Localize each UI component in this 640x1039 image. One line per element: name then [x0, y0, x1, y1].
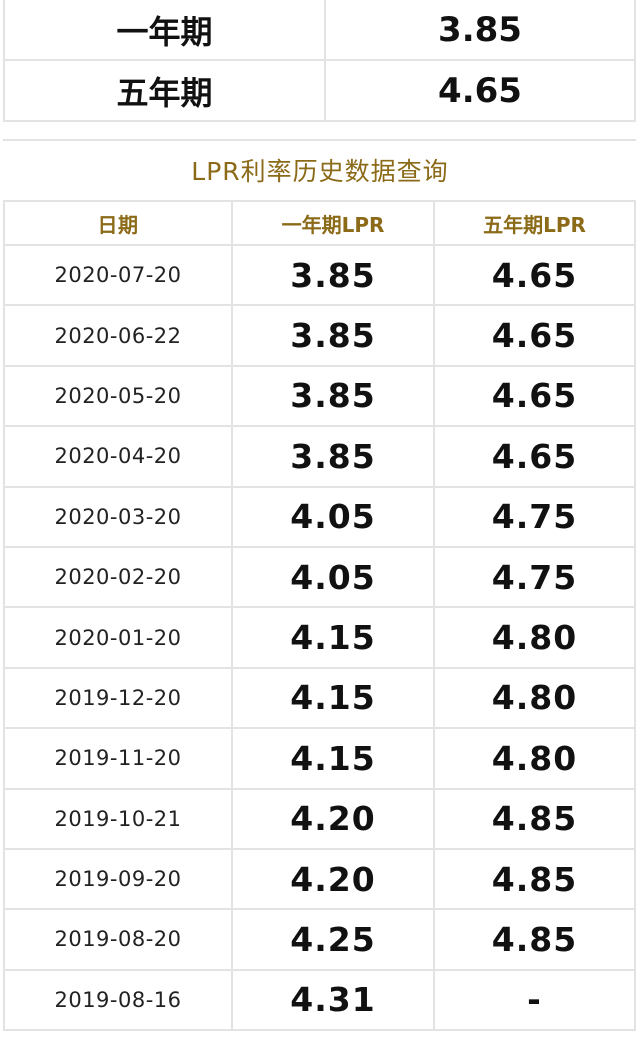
history-body: 2020-07-20 3.85 4.65 2020-06-22 3.85 4.65 2020… [3, 243, 636, 1032]
five-year-rate-cell: 4.65 [433, 425, 636, 488]
history-table: 日期 一年期LPR 五年期LPR 2020-07-20 3.85 4.65 2020-… [3, 200, 636, 1032]
five-year-rate-cell: 4.85 [433, 787, 636, 850]
five-year-rate-cell: 4.85 [433, 908, 636, 971]
one-year-rate-cell: 3.85 [231, 425, 435, 488]
five-year-rate-cell: 4.75 [433, 485, 636, 548]
table-row: 2020-02-20 4.05 4.75 [3, 545, 636, 609]
column-header-date: 日期 [3, 200, 233, 246]
one-year-rate-cell: 4.05 [231, 485, 435, 548]
five-year-rate-cell: 4.75 [433, 545, 636, 609]
one-year-rate-cell: 4.31 [231, 968, 435, 1032]
one-year-rate-cell: 4.25 [231, 908, 435, 971]
date-cell: 2020-04-20 [3, 425, 233, 488]
table-row: 2019-08-16 4.31- [3, 968, 636, 1032]
column-header-one-year: 一年期LPR [231, 200, 435, 246]
five-year-rate-cell: 4.65 [433, 364, 636, 428]
table-row: 2019-08-20 4.25 4.85 [3, 908, 636, 971]
table-row: 2019-10-21 4.20 4.85 [3, 787, 636, 850]
one-year-rate-cell: 3.85 [231, 243, 435, 307]
five-year-rate-cell: 4.85 [433, 847, 636, 911]
table-row: 2020-05-20 3.85 4.65 [3, 364, 636, 428]
one-year-rate-cell: 4.20 [231, 787, 435, 850]
history-title: LPR利率历史数据查询 [191, 157, 449, 186]
date-cell: 2020-03-20 [3, 485, 233, 548]
table-row: 2019-11-20 4.15 4.80 [3, 727, 636, 790]
rate-value: 4.65 [324, 59, 636, 122]
table-row: 五年期 4.65 [3, 59, 636, 122]
date-cell: 2019-08-20 [3, 908, 233, 971]
five-year-rate-cell: 4.65 [433, 304, 636, 367]
date-cell: 2020-01-20 [3, 606, 233, 669]
table-row: 2019-12-20 4.15 4.80 [3, 666, 636, 730]
one-year-rate-cell: 4.15 [231, 666, 435, 730]
current-rates-table: 一年期 3.85 五年期 4.65 [3, 0, 636, 122]
table-row: 2020-03-20 4.05 4.75 [3, 485, 636, 548]
one-year-rate-cell: 4.15 [231, 606, 435, 669]
five-year-rate-cell: 4.65 [433, 243, 636, 307]
table-row: 2019-09-20 4.20 4.85 [3, 847, 636, 911]
one-year-rate-cell: 4.15 [231, 727, 435, 790]
table-row: 2020-07-20 3.85 4.65 [3, 243, 636, 307]
term-label: 五年期 [3, 59, 326, 122]
date-cell: 2019-08-16 [3, 968, 233, 1032]
table-row: 一年期 3.85 [3, 0, 636, 61]
one-year-rate-cell: 4.05 [231, 545, 435, 609]
one-year-rate-cell: 3.85 [231, 364, 435, 428]
column-header-five-year: 五年期LPR [433, 200, 636, 246]
date-cell: 2019-11-20 [3, 727, 233, 790]
section-divider [3, 139, 636, 141]
five-year-rate-cell: - [433, 968, 636, 1032]
one-year-rate-cell: 4.20 [231, 847, 435, 911]
date-cell: 2019-09-20 [3, 847, 233, 911]
rate-value: 3.85 [324, 0, 636, 61]
date-cell: 2019-10-21 [3, 787, 233, 850]
date-cell: 2020-06-22 [3, 304, 233, 367]
one-year-rate-cell: 3.85 [231, 304, 435, 367]
table-header-row: 日期 一年期LPR 五年期LPR [3, 200, 636, 246]
term-label: 一年期 [3, 0, 326, 61]
five-year-rate-cell: 4.80 [433, 666, 636, 730]
table-row: 2020-01-20 4.15 4.80 [3, 606, 636, 669]
table-row: 2020-06-22 3.85 4.65 [3, 304, 636, 367]
date-cell: 2020-07-20 [3, 243, 233, 307]
date-cell: 2020-02-20 [3, 545, 233, 609]
date-cell: 2020-05-20 [3, 364, 233, 428]
date-cell: 2019-12-20 [3, 666, 233, 730]
table-row: 2020-04-20 3.85 4.65 [3, 425, 636, 488]
five-year-rate-cell: 4.80 [433, 727, 636, 790]
five-year-rate-cell: 4.80 [433, 606, 636, 669]
